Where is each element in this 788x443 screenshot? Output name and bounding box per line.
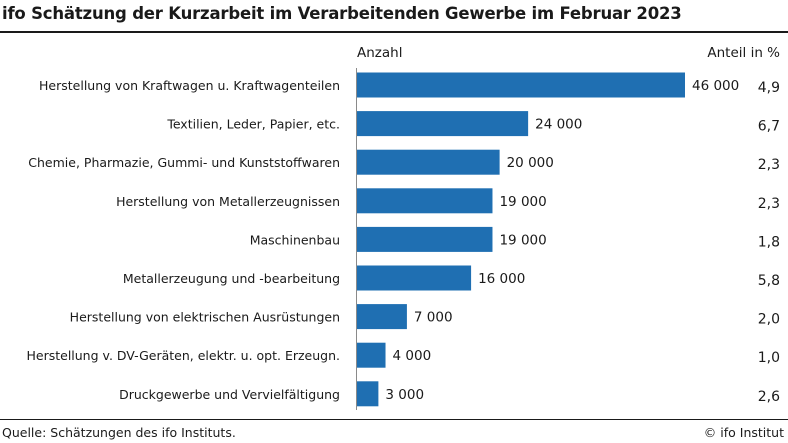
share-label: 2,3 [758,196,780,212]
category-label: Textilien, Leder, Papier, etc. [166,117,340,132]
share-label: 2,6 [758,389,780,405]
category-label: Herstellung v. DV-Geräten, elektr. u. op… [26,348,340,363]
value-label: 7 000 [414,310,453,326]
category-label: Herstellung von Metallerzeugnissen [116,194,340,209]
share-label: 1,8 [758,234,780,250]
source-note: Quelle: Schätzungen des ifo Instituts. [2,425,236,440]
value-label: 19 000 [499,194,546,210]
share-label: 1,0 [758,350,780,366]
category-label: Metallerzeugung und -bearbeitung [123,271,340,286]
bars-layer: Herstellung von Kraftwagen u. Kraftwagen… [26,72,780,407]
value-label: 4 000 [393,348,432,364]
chart-title: ifo Schätzung der Kurzarbeit im Verarbei… [2,4,682,23]
bar [357,111,529,137]
footer-divider [0,419,788,420]
share-label: 2,0 [758,312,780,328]
bar [357,304,407,330]
value-label: 24 000 [535,117,582,133]
value-label: 46 000 [692,78,739,94]
category-label: Maschinenbau [250,232,340,247]
category-label: Druckgewerbe und Vervielfältigung [119,387,340,402]
value-label: 20 000 [507,155,554,171]
column-header-anteil: Anteil in % [707,45,780,61]
share-label: 2,3 [758,157,780,173]
bar [357,188,493,214]
bar [357,381,379,407]
share-label: 6,7 [758,119,780,135]
title-divider [0,31,788,33]
category-label: Herstellung von Kraftwagen u. Kraftwagen… [39,78,340,93]
bar [357,265,472,291]
bar [357,72,685,98]
copyright-note: © ifo Institut [703,425,784,440]
bar [357,149,500,175]
value-label: 16 000 [478,271,525,287]
bar [357,342,386,368]
category-label: Chemie, Pharmazie, Gummi- und Kunststoff… [28,155,340,170]
share-label: 5,8 [758,273,780,289]
bar [357,226,493,252]
value-label: 3 000 [385,387,424,403]
share-label: 4,9 [758,80,780,96]
category-label: Herstellung von elektrischen Ausrüstunge… [70,310,340,325]
value-label: 19 000 [499,232,546,248]
column-header-anzahl: Anzahl [357,45,402,61]
